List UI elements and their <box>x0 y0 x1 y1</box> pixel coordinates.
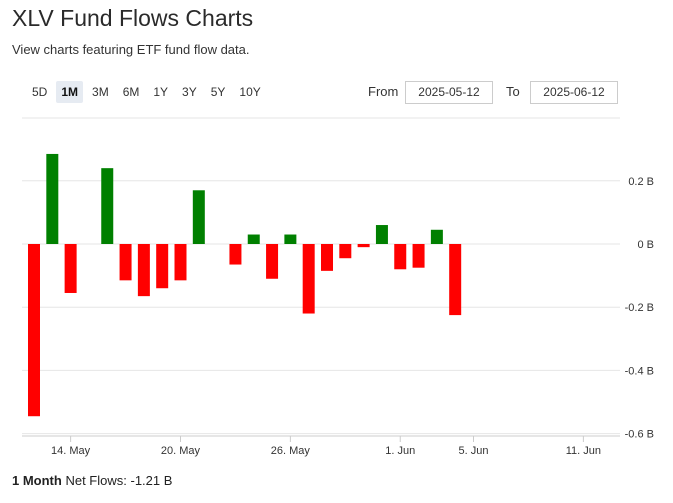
outflow-bar <box>412 244 425 268</box>
outflow-bar <box>266 244 279 279</box>
inflow-bar <box>247 234 260 244</box>
outflow-bar <box>302 244 315 314</box>
x-tick-label: 1. Jun <box>385 445 415 457</box>
outflow-bar <box>321 244 333 271</box>
outflow-bar <box>449 244 462 316</box>
range-button-1m[interactable]: 1M <box>56 81 84 103</box>
inflow-bar <box>430 229 443 244</box>
x-tick-label: 5. Jun <box>459 445 489 457</box>
outflow-bar <box>64 244 77 293</box>
grid-lines <box>22 117 620 435</box>
outflow-bar <box>357 244 370 248</box>
outflow-bar <box>119 244 132 281</box>
fund-flows-chart: 0.2 B 0 B -0.2 B -0.4 B -0.6 B 14. May 20. May… <box>22 117 654 457</box>
outflow-bar <box>174 244 187 281</box>
range-selector: 5D 1M 3M 6M 1Y 3Y 5Y 10Y <box>27 81 266 103</box>
y-tick-label: 0 B <box>637 239 654 251</box>
y-tick-label: -0.4 B <box>625 365 654 377</box>
y-tick-label: 0.2 B <box>628 176 654 188</box>
net-flows-value: -1.21 B <box>130 473 173 488</box>
bar-series <box>28 153 462 417</box>
to-date-input[interactable]: 2025-06-12 <box>530 81 618 104</box>
outflow-bar <box>28 244 40 417</box>
outflow-bar <box>339 244 352 259</box>
y-tick-label: -0.2 B <box>625 302 654 314</box>
from-date-input[interactable]: 2025-05-12 <box>405 81 493 104</box>
page-title: XLV Fund Flows Charts <box>12 5 254 31</box>
range-button-10y[interactable]: 10Y <box>234 81 265 103</box>
to-label: To <box>506 84 520 99</box>
outflow-bar <box>394 244 407 270</box>
x-tick-label: 11. Jun <box>566 445 601 457</box>
outflow-bar <box>156 244 169 289</box>
x-tick-label: 14. May <box>51 445 91 457</box>
from-label: From <box>368 84 399 99</box>
inflow-bar <box>46 153 59 244</box>
net-flows-period: 1 Month <box>12 473 62 488</box>
range-button-3y[interactable]: 3Y <box>177 81 202 103</box>
range-button-5d[interactable]: 5D <box>27 81 52 103</box>
range-button-3m[interactable]: 3M <box>87 81 114 103</box>
page-subtitle: View charts featuring ETF fund flow data… <box>12 42 250 57</box>
inflow-bar <box>375 225 388 244</box>
inflow-bar <box>101 168 114 244</box>
range-button-1y[interactable]: 1Y <box>148 81 173 103</box>
inflow-bar <box>284 234 297 244</box>
x-tick-label: 26. May <box>271 445 311 457</box>
net-flows-summary: 1 Month Net Flows: -1.21 B <box>12 473 172 488</box>
outflow-bar <box>137 244 150 297</box>
net-flows-label: Net Flows: <box>65 473 127 488</box>
range-button-6m[interactable]: 6M <box>118 81 145 103</box>
y-tick-label: -0.6 B <box>625 429 654 441</box>
axis-labels: 0.2 B 0 B -0.2 B -0.4 B -0.6 B 14. May 20. May… <box>22 176 654 457</box>
outflow-bar <box>229 244 242 265</box>
range-button-5y[interactable]: 5Y <box>206 81 231 103</box>
inflow-bar <box>192 190 205 244</box>
x-tick-label: 20. May <box>161 445 201 457</box>
